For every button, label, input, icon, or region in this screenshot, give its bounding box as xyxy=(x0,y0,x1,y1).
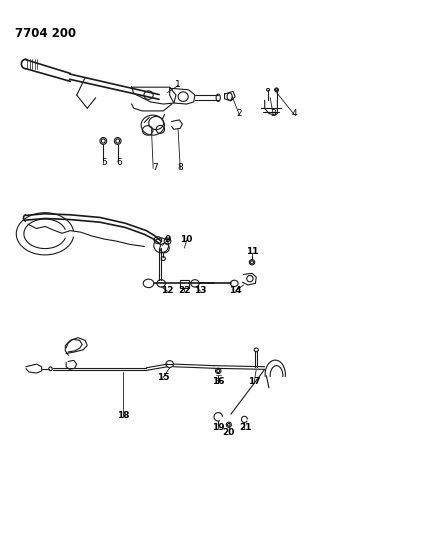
Text: 21: 21 xyxy=(239,423,252,432)
Text: 2: 2 xyxy=(237,109,242,118)
Text: 5: 5 xyxy=(101,158,107,167)
Text: 22: 22 xyxy=(178,286,191,295)
Ellipse shape xyxy=(276,89,278,91)
Text: 12: 12 xyxy=(161,286,174,295)
Text: 13: 13 xyxy=(194,286,207,295)
Text: 15: 15 xyxy=(157,373,169,382)
Text: 16: 16 xyxy=(212,377,224,386)
Text: 20: 20 xyxy=(223,428,235,437)
Text: 18: 18 xyxy=(117,411,129,420)
Text: 11: 11 xyxy=(246,247,258,256)
Text: 7704 200: 7704 200 xyxy=(15,27,77,39)
Text: 19: 19 xyxy=(212,423,225,432)
Text: 9: 9 xyxy=(164,235,171,244)
Text: 1: 1 xyxy=(175,80,181,89)
Ellipse shape xyxy=(250,261,253,264)
Text: 8: 8 xyxy=(177,163,183,172)
Text: 3: 3 xyxy=(270,109,276,118)
Text: 17: 17 xyxy=(248,377,261,386)
Text: 10: 10 xyxy=(180,235,193,244)
Bar xyxy=(180,280,189,288)
Text: 4: 4 xyxy=(291,109,297,118)
Text: 6: 6 xyxy=(116,158,122,167)
Text: 7: 7 xyxy=(152,163,158,172)
Text: 14: 14 xyxy=(229,286,241,295)
